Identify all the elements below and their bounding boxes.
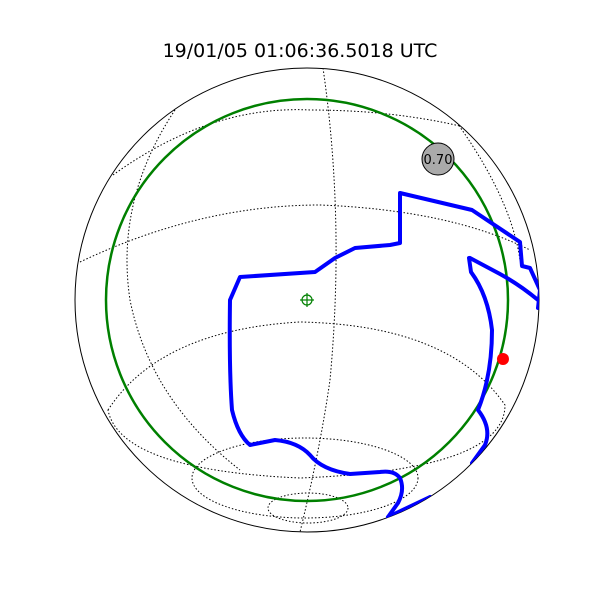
crosshair-circle-icon: [300, 293, 314, 307]
red-dot-icon: [497, 353, 509, 365]
latitude-line: [107, 321, 506, 479]
coverage-boundary-tail: [468, 256, 539, 302]
coverage-boundary: [227, 191, 539, 519]
coverage-boundary-south: [386, 495, 432, 519]
latitude-line: [267, 492, 349, 524]
moon-label: 0.70: [424, 153, 453, 168]
moon-icon: [421, 142, 455, 176]
graticule: [79, 68, 531, 532]
longitude-line: [299, 68, 337, 532]
latitude-line: [112, 109, 511, 176]
coverage-boundary-east: [467, 256, 494, 465]
latitude-line: [79, 204, 531, 263]
moon-marker: 0.70: [421, 142, 455, 176]
coverage-boundary-main: [227, 191, 539, 519]
horizon-circle: [104, 97, 510, 503]
plot-title: 19/01/05 01:06:36.5018 UTC: [162, 40, 438, 62]
latitude-line: [191, 437, 419, 519]
longitude-line: [126, 109, 241, 471]
